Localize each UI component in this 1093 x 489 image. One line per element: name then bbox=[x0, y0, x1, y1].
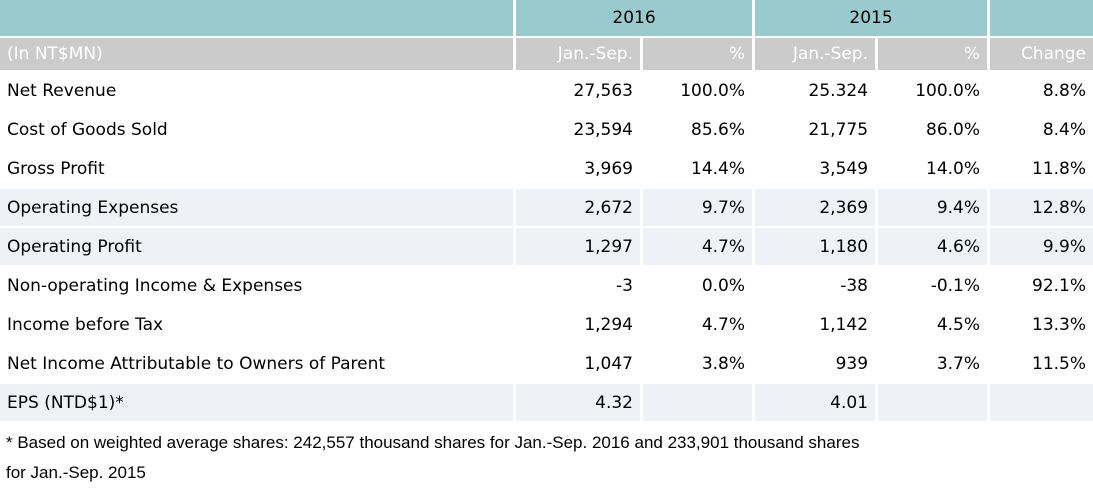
cell-value: 11.8% bbox=[987, 150, 1093, 189]
table-row-non-operating-income-expenses: Non-operating Income & Expenses -3 0.0% … bbox=[0, 267, 1093, 306]
cell-value: 3.8% bbox=[640, 345, 753, 384]
financial-results-table: 2016 2015 (In NT$MN) Jan.-Sep. % Jan.-Se… bbox=[0, 0, 1093, 423]
cell-value: 11.5% bbox=[987, 345, 1093, 384]
cell-value: 4.6% bbox=[875, 228, 988, 267]
cell-value: 12.8% bbox=[987, 189, 1093, 228]
row-label: Cost of Goods Sold bbox=[0, 111, 513, 150]
footnote-line-2: for Jan.-Sep. 2015 bbox=[6, 463, 146, 482]
cell-value: 92.1% bbox=[987, 267, 1093, 306]
cell-value: 14.0% bbox=[875, 150, 988, 189]
table-row-cost-of-goods-sold: Cost of Goods Sold 23,594 85.6% 21,775 8… bbox=[0, 111, 1093, 150]
cell-value: -38 bbox=[752, 267, 876, 306]
cell-value: 1,294 bbox=[513, 306, 640, 345]
cell-value: 9.4% bbox=[875, 189, 988, 228]
cell-value: 13.3% bbox=[987, 306, 1093, 345]
column-header-row: (In NT$MN) Jan.-Sep. % Jan.-Sep. % Chang… bbox=[0, 38, 1093, 72]
table-row-gross-profit: Gross Profit 3,969 14.4% 3,549 14.0% 11.… bbox=[0, 150, 1093, 189]
cell-value: 4.01 bbox=[752, 384, 876, 423]
column-header-change: Change bbox=[987, 38, 1093, 72]
cell-value: 4.7% bbox=[640, 306, 753, 345]
row-label: Net Income Attributable to Owners of Par… bbox=[0, 345, 513, 384]
row-label: Operating Profit bbox=[0, 228, 513, 267]
cell-value: 1,297 bbox=[513, 228, 640, 267]
row-label: Income before Tax bbox=[0, 306, 513, 345]
cell-value: -0.1% bbox=[875, 267, 988, 306]
cell-value: 8.4% bbox=[987, 111, 1093, 150]
cell-value: 1,142 bbox=[752, 306, 876, 345]
year-header-row: 2016 2015 bbox=[0, 0, 1093, 38]
cell-value: 8.8% bbox=[987, 72, 1093, 111]
cell-value: 21,775 bbox=[752, 111, 876, 150]
cell-value: 939 bbox=[752, 345, 876, 384]
table-row-eps: EPS (NTD$1)* 4.32 4.01 bbox=[0, 384, 1093, 423]
year-header-change-spacer bbox=[987, 0, 1093, 38]
cell-value: 100.0% bbox=[875, 72, 988, 111]
row-label: EPS (NTD$1)* bbox=[0, 384, 513, 423]
cell-value: 4.5% bbox=[875, 306, 988, 345]
cell-value: 25.324 bbox=[752, 72, 876, 111]
column-header-jansep-2016: Jan.-Sep. bbox=[513, 38, 640, 72]
cell-value: 1,180 bbox=[752, 228, 876, 267]
row-label: Non-operating Income & Expenses bbox=[0, 267, 513, 306]
cell-value: 4.32 bbox=[513, 384, 640, 423]
column-header-pct-2015: % bbox=[875, 38, 988, 72]
cell-value: 4.7% bbox=[640, 228, 753, 267]
cell-value: 0.0% bbox=[640, 267, 753, 306]
cell-value: 3,549 bbox=[752, 150, 876, 189]
cell-value: 3,969 bbox=[513, 150, 640, 189]
table-row-operating-profit: Operating Profit 1,297 4.7% 1,180 4.6% 9… bbox=[0, 228, 1093, 267]
row-label: Gross Profit bbox=[0, 150, 513, 189]
cell-value: 9.7% bbox=[640, 189, 753, 228]
table-row-income-before-tax: Income before Tax 1,294 4.7% 1,142 4.5% … bbox=[0, 306, 1093, 345]
row-label: Net Revenue bbox=[0, 72, 513, 111]
cell-value: 1,047 bbox=[513, 345, 640, 384]
cell-value: 86.0% bbox=[875, 111, 988, 150]
year-header-2015: 2015 bbox=[752, 0, 988, 38]
cell-value: -3 bbox=[513, 267, 640, 306]
cell-value bbox=[987, 384, 1093, 423]
table-row-net-revenue: Net Revenue 27,563 100.0% 25.324 100.0% … bbox=[0, 72, 1093, 111]
year-header-2016: 2016 bbox=[513, 0, 753, 38]
cell-value: 100.0% bbox=[640, 72, 753, 111]
column-header-jansep-2015: Jan.-Sep. bbox=[752, 38, 876, 72]
cell-value bbox=[875, 384, 988, 423]
cell-value bbox=[640, 384, 753, 423]
column-header-pct-2016: % bbox=[640, 38, 753, 72]
cell-value: 3.7% bbox=[875, 345, 988, 384]
cell-value: 85.6% bbox=[640, 111, 753, 150]
cell-value: 2,369 bbox=[752, 189, 876, 228]
cell-value: 23,594 bbox=[513, 111, 640, 150]
table-row-net-income-attributable: Net Income Attributable to Owners of Par… bbox=[0, 345, 1093, 384]
cell-value: 27,563 bbox=[513, 72, 640, 111]
row-label: Operating Expenses bbox=[0, 189, 513, 228]
footnote: * Based on weighted average shares: 242,… bbox=[0, 423, 1093, 488]
cell-value: 2,672 bbox=[513, 189, 640, 228]
cell-value: 9.9% bbox=[987, 228, 1093, 267]
footnote-line-1: * Based on weighted average shares: 242,… bbox=[6, 433, 860, 452]
cell-value: 14.4% bbox=[640, 150, 753, 189]
year-header-spacer bbox=[0, 0, 513, 38]
unit-label: (In NT$MN) bbox=[0, 38, 513, 72]
table-row-operating-expenses: Operating Expenses 2,672 9.7% 2,369 9.4%… bbox=[0, 189, 1093, 228]
